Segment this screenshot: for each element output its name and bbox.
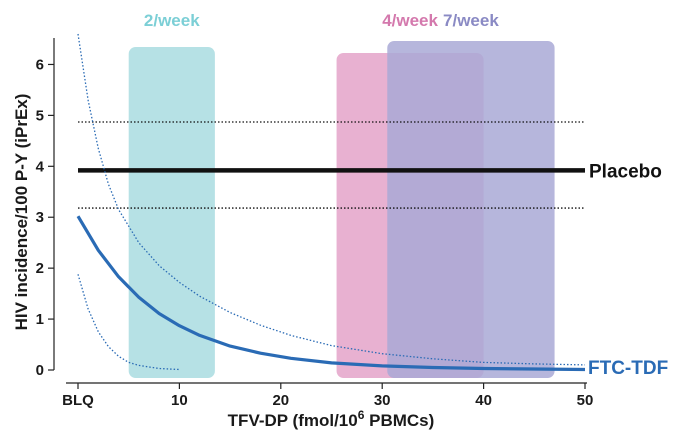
x-axis-title-end: PBMCs) [364, 411, 434, 430]
series-labels: Placebo FTC-TDF [588, 161, 668, 379]
series-lines [76, 33, 586, 372]
x-axis-title: TFV-DP (fmol/106 PBMCs) [228, 408, 435, 430]
band-label-0: 2/week [144, 11, 200, 30]
x-axis-title-main: TFV-DP (fmol/10 [228, 411, 358, 430]
ftc-tdf-label: FTC-TDF [588, 358, 668, 379]
ftc-tdf-ci-upper-line [77, 33, 586, 366]
y-axis-title: HIV incidence/100 P-Y (iPrEx) [12, 94, 31, 331]
y-tick-label: 3 [36, 209, 44, 226]
x-tick-label: 30 [374, 392, 391, 409]
placebo-label: Placebo [589, 161, 662, 182]
x-axis-title-superscript: 6 [358, 408, 365, 422]
band-label-2: 7/week [443, 11, 499, 30]
band-0 [128, 47, 215, 378]
dosing-band-labels: 2/week 4/week 7/week [144, 11, 499, 30]
y-axis-ticks: 0 1 2 3 4 5 6 [36, 56, 54, 379]
x-axis-ticks: BLQ 10 20 30 40 50 [62, 383, 593, 409]
axes [53, 38, 587, 384]
y-tick-label: 0 [36, 362, 44, 379]
y-tick-label: 2 [36, 260, 44, 277]
y-tick-label: 6 [36, 56, 44, 73]
y-tick-label: 1 [36, 311, 44, 328]
dosing-bands [128, 41, 555, 378]
x-tick-label: BLQ [62, 392, 94, 409]
band-label-1: 4/week [382, 11, 438, 30]
x-tick-label: 40 [475, 392, 492, 409]
y-tick-label: 5 [36, 107, 44, 124]
ftc-tdf-line [76, 215, 586, 372]
band-2 [387, 41, 555, 378]
x-tick-label: 20 [272, 392, 289, 409]
x-tick-label: 50 [577, 392, 594, 409]
y-tick-label: 4 [36, 158, 45, 175]
x-tick-label: 10 [171, 392, 188, 409]
